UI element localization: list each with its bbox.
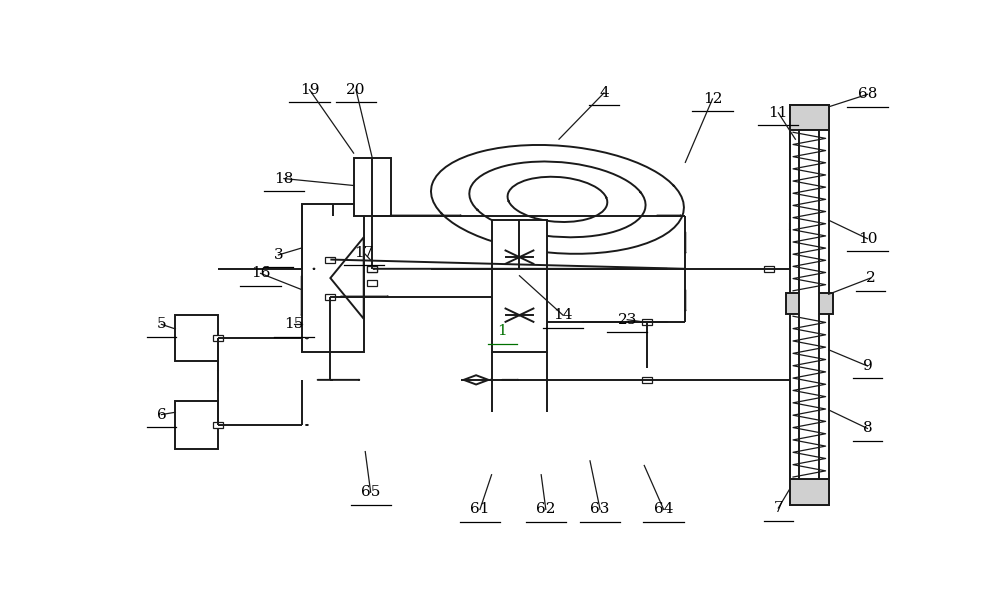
- Bar: [354, 157, 391, 216]
- Bar: [764, 266, 774, 272]
- Text: 9: 9: [863, 359, 872, 373]
- Text: 12: 12: [703, 92, 722, 106]
- Text: 16: 16: [251, 266, 270, 281]
- Text: 17: 17: [354, 246, 373, 260]
- Text: 4: 4: [599, 86, 609, 100]
- Bar: [325, 257, 335, 263]
- Text: 10: 10: [858, 232, 877, 246]
- Bar: [175, 401, 218, 450]
- Text: 1: 1: [498, 325, 507, 338]
- Text: 14: 14: [553, 308, 573, 322]
- Text: 5: 5: [157, 317, 166, 331]
- Bar: [302, 204, 364, 352]
- Bar: [367, 266, 377, 272]
- Text: 68: 68: [858, 87, 877, 102]
- Text: 23: 23: [618, 313, 637, 327]
- Bar: [790, 105, 829, 505]
- Text: 19: 19: [300, 83, 319, 97]
- Text: 20: 20: [346, 83, 366, 97]
- Text: 3: 3: [274, 248, 283, 262]
- Text: 11: 11: [769, 106, 788, 120]
- Text: 65: 65: [361, 486, 380, 499]
- Text: 62: 62: [536, 502, 556, 516]
- Text: 2: 2: [866, 271, 875, 285]
- Bar: [790, 105, 829, 130]
- Bar: [642, 377, 652, 383]
- Bar: [492, 220, 547, 352]
- Text: 6: 6: [157, 407, 166, 421]
- Bar: [642, 319, 652, 325]
- Bar: [786, 293, 833, 314]
- Text: 15: 15: [284, 317, 304, 331]
- Text: 64: 64: [654, 502, 673, 516]
- Text: 18: 18: [274, 171, 294, 186]
- Text: 63: 63: [590, 502, 610, 516]
- Text: 61: 61: [470, 502, 490, 516]
- Bar: [175, 315, 218, 361]
- Bar: [213, 335, 223, 341]
- Text: 7: 7: [774, 501, 783, 515]
- Bar: [325, 293, 335, 299]
- Bar: [790, 480, 829, 505]
- Bar: [367, 266, 377, 272]
- Bar: [799, 130, 819, 480]
- Bar: [367, 279, 377, 285]
- Bar: [213, 422, 223, 428]
- Text: 8: 8: [863, 421, 872, 436]
